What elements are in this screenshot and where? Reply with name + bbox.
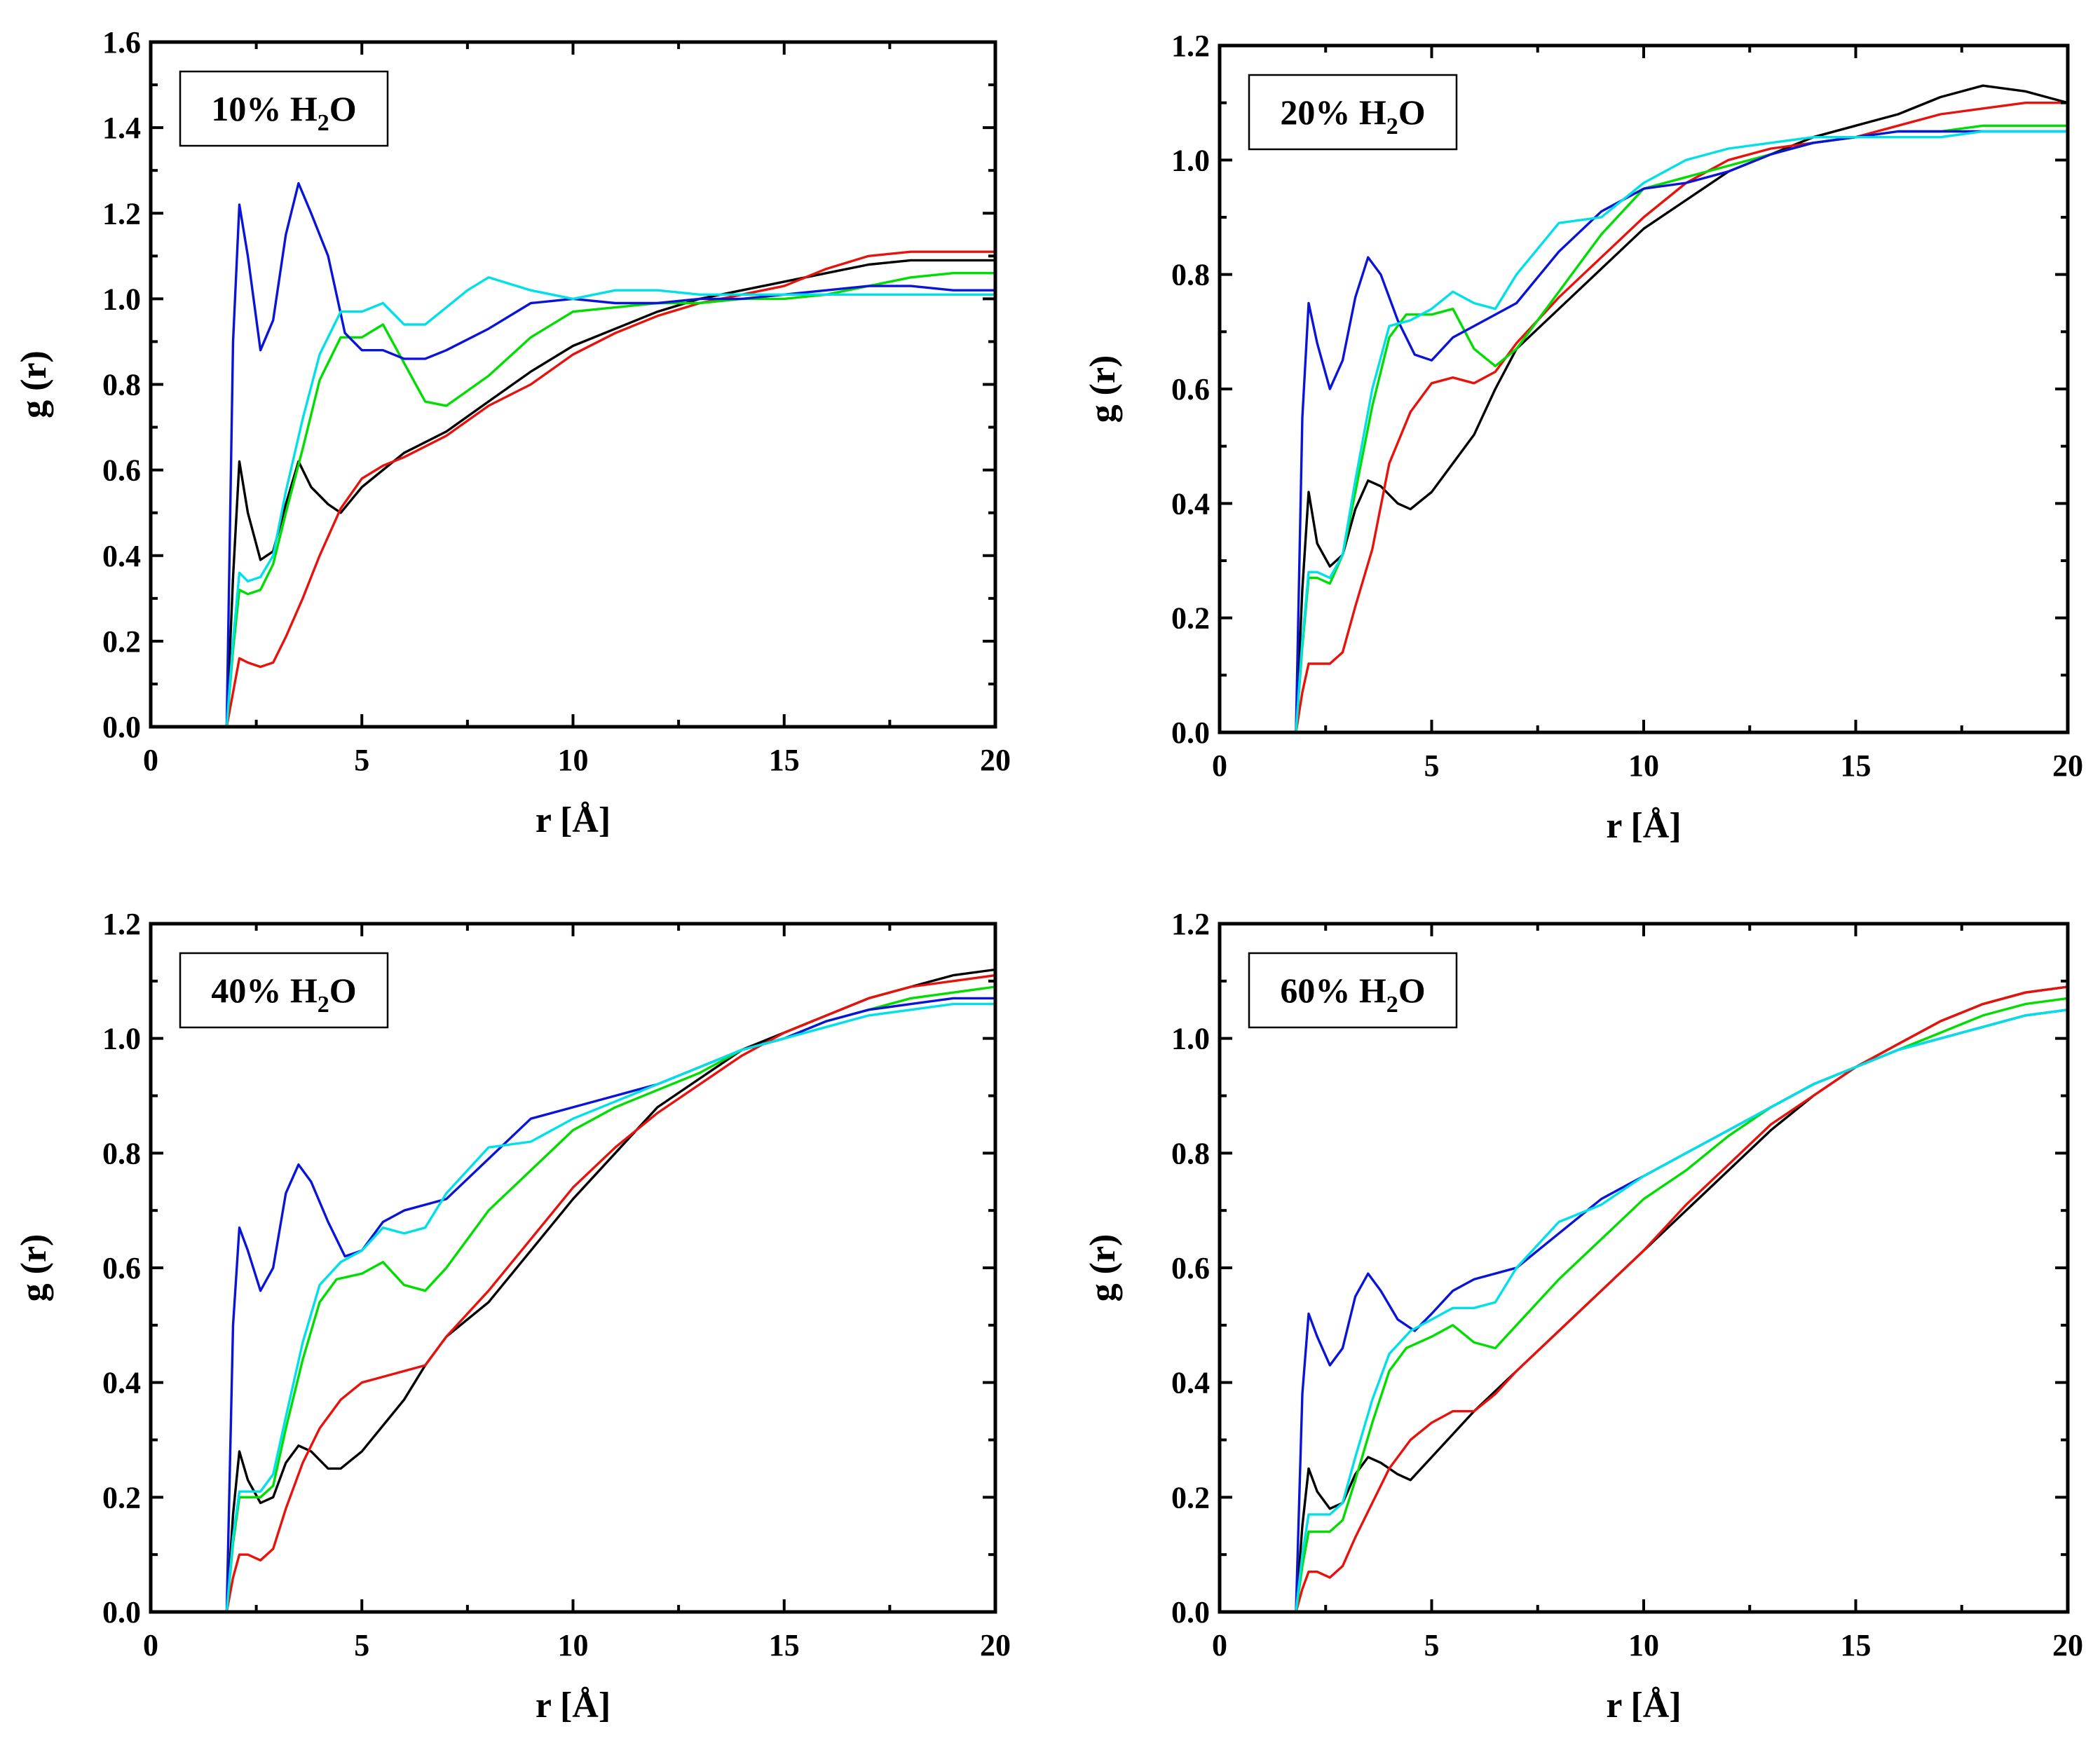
y-tick-label: 1.0 bbox=[102, 1022, 141, 1056]
x-tick-label: 15 bbox=[769, 743, 800, 777]
y-tick-label: 0.8 bbox=[1171, 1136, 1210, 1170]
x-axis-label: r [Å] bbox=[1606, 806, 1681, 846]
series-group bbox=[149, 968, 997, 1613]
series-group bbox=[149, 182, 997, 728]
y-axis-label: g (r) bbox=[1083, 1234, 1123, 1302]
series-line-cyan bbox=[149, 276, 997, 728]
panel-label-box bbox=[1248, 952, 1458, 1029]
y-tick-label: 1.0 bbox=[1171, 1022, 1210, 1056]
y-tick-label: 1.6 bbox=[102, 25, 141, 60]
series-line-black bbox=[149, 968, 997, 1613]
panel-label: 60% H2O bbox=[1280, 971, 1425, 1018]
series-line-green bbox=[149, 272, 997, 728]
x-tick-label: 20 bbox=[2052, 748, 2083, 783]
chart-panel-3: 0 5 10 15 20 0.0 0.2 0.4 0.6 0.8 1.0 1.2 r [Å] g (r) 4… bbox=[14, 907, 1011, 1725]
series-line-cyan bbox=[149, 1002, 997, 1613]
panel-label: 10% H2O bbox=[211, 89, 356, 136]
series-line-blue bbox=[1218, 1009, 2069, 1613]
x-tick-label: 5 bbox=[354, 743, 369, 777]
panel-label-box bbox=[1248, 74, 1458, 151]
y-tick-label: 0.0 bbox=[102, 1595, 141, 1629]
series-line-red bbox=[1218, 985, 2069, 1613]
y-axis-label: g (r) bbox=[1083, 355, 1123, 423]
y-tick-label: 1.2 bbox=[102, 907, 141, 941]
series-line-black bbox=[1218, 84, 2069, 734]
x-axis-label: r [Å] bbox=[536, 800, 611, 840]
series-line-blue bbox=[1218, 130, 2069, 734]
y-tick-label: 1.2 bbox=[102, 196, 141, 231]
x-axis-label: r [Å] bbox=[536, 1686, 611, 1725]
x-tick-label: 15 bbox=[1841, 1628, 1871, 1662]
x-tick-label: 20 bbox=[980, 743, 1011, 777]
y-tick-label: 1.2 bbox=[1171, 907, 1210, 941]
series-line-blue bbox=[149, 997, 997, 1613]
series-line-red bbox=[1218, 102, 2069, 734]
x-tick-label: 5 bbox=[354, 1628, 369, 1662]
chart-panel-2: 0 5 10 15 20 0.0 0.2 0.4 0.6 0.8 1.0 1.2 r [Å] g (r) 2… bbox=[1083, 29, 2083, 846]
x-tick-label: 10 bbox=[558, 743, 589, 777]
x-tick-label: 5 bbox=[1424, 748, 1440, 783]
panel-label: 20% H2O bbox=[1280, 93, 1425, 139]
y-tick-label: 0.2 bbox=[102, 1480, 141, 1515]
y-tick-label: 0.2 bbox=[1171, 601, 1210, 636]
y-tick-label: 0.6 bbox=[102, 453, 141, 488]
y-axis-label: g (r) bbox=[14, 1234, 54, 1302]
series-line-black bbox=[149, 259, 997, 728]
chart-panel-4: 0 5 10 15 20 0.0 0.2 0.4 0.6 0.8 1.0 1.2 r [Å] g (r) 6… bbox=[1083, 907, 2083, 1725]
x-tick-label: 0 bbox=[1212, 1628, 1227, 1662]
y-axis-label: g (r) bbox=[14, 350, 54, 418]
series-line-red bbox=[149, 973, 997, 1613]
y-tick-label: 0.6 bbox=[1171, 1251, 1210, 1285]
y-tick-label: 0.2 bbox=[1171, 1480, 1210, 1515]
x-tick-label: 0 bbox=[143, 1628, 158, 1662]
series-group bbox=[1218, 985, 2069, 1613]
x-tick-label: 10 bbox=[1628, 1628, 1659, 1662]
y-tick-label: 0.4 bbox=[102, 1366, 141, 1400]
y-tick-label: 0.0 bbox=[102, 710, 141, 744]
y-tick-label: 0.4 bbox=[1171, 486, 1210, 521]
x-axis-label: r [Å] bbox=[1606, 1686, 1681, 1725]
x-tick-label: 0 bbox=[143, 743, 158, 777]
y-tick-label: 0.0 bbox=[1171, 1595, 1210, 1629]
panel-label-box bbox=[179, 952, 389, 1029]
chart-panel-1: 0 5 10 15 20 0.0 0.2 0.4 0.6 0.8 1.0 1.2 1.4 1.6 r [Å]… bbox=[14, 25, 1011, 840]
y-tick-label: 1.4 bbox=[102, 111, 141, 145]
series-line-cyan bbox=[1218, 1009, 2069, 1613]
y-tick-label: 0.0 bbox=[1171, 716, 1210, 750]
x-tick-label: 10 bbox=[1628, 748, 1659, 783]
x-tick-label: 20 bbox=[980, 1628, 1011, 1662]
y-tick-label: 0.8 bbox=[1171, 258, 1210, 292]
y-tick-label: 0.6 bbox=[102, 1251, 141, 1285]
x-tick-label: 15 bbox=[769, 1628, 800, 1662]
panel-label: 40% H2O bbox=[211, 971, 356, 1018]
y-tick-label: 0.4 bbox=[1171, 1366, 1210, 1400]
x-tick-label: 10 bbox=[558, 1628, 589, 1662]
y-tick-label: 1.2 bbox=[1171, 29, 1210, 63]
y-tick-label: 1.0 bbox=[1171, 143, 1210, 177]
series-line-black bbox=[1218, 985, 2069, 1613]
series-group bbox=[1218, 84, 2069, 734]
series-line-green bbox=[1218, 997, 2069, 1613]
x-tick-label: 5 bbox=[1424, 1628, 1440, 1662]
y-tick-label: 0.4 bbox=[102, 539, 141, 573]
y-tick-label: 1.0 bbox=[102, 282, 141, 316]
series-line-red bbox=[149, 250, 997, 728]
y-tick-label: 0.8 bbox=[102, 368, 141, 402]
x-tick-label: 0 bbox=[1212, 748, 1227, 783]
y-tick-label: 0.8 bbox=[102, 1136, 141, 1170]
series-line-cyan bbox=[1218, 130, 2069, 734]
x-tick-label: 20 bbox=[2052, 1628, 2083, 1662]
series-line-green bbox=[149, 985, 997, 1613]
x-tick-label: 15 bbox=[1841, 748, 1871, 783]
y-tick-label: 0.6 bbox=[1171, 372, 1210, 406]
y-tick-label: 0.2 bbox=[102, 624, 141, 659]
panel-label-box bbox=[179, 70, 389, 147]
